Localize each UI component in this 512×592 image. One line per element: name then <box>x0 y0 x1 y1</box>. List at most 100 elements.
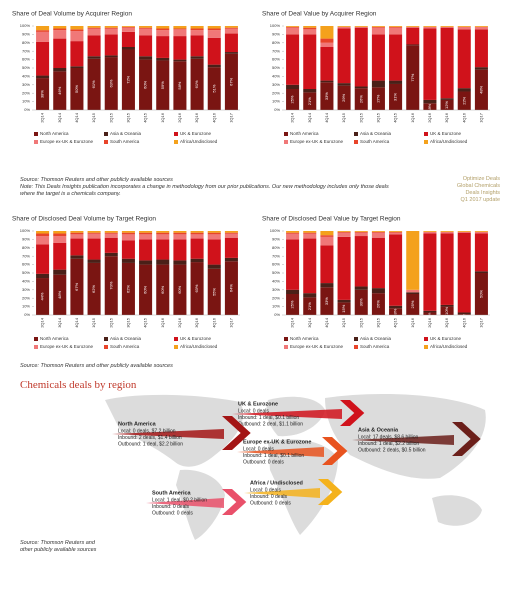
value-label: 67% <box>74 282 79 290</box>
x-tick-label: 2Q15 <box>108 317 113 328</box>
legend-swatch <box>424 337 428 341</box>
map-title: Chemicals deals by region <box>20 379 137 391</box>
region-line: Inbound: 0 deals <box>250 494 287 500</box>
bar-segment <box>224 26 238 28</box>
bar-segment <box>104 231 118 233</box>
bar-segment <box>139 26 153 28</box>
bar-segment <box>389 305 403 309</box>
bar-segment <box>70 31 84 42</box>
y-tick-label: 0% <box>24 312 30 317</box>
bar-segment <box>474 69 488 110</box>
legend-label: South America <box>110 344 140 349</box>
value-label: 63% <box>108 79 113 87</box>
bar-segment <box>36 278 50 315</box>
bar-segment <box>224 261 238 315</box>
map-source: Source: Thomson Reuters and other public… <box>20 540 96 554</box>
region-name: South America <box>152 490 192 496</box>
bar-segment <box>104 28 118 35</box>
methodology-note: Note: This Deals Insights publication in… <box>20 184 389 197</box>
bar-segment <box>139 27 153 29</box>
bar-segment <box>36 31 50 42</box>
legend-swatch <box>34 132 38 136</box>
value-label: 44% <box>40 292 45 300</box>
bar-segment <box>457 232 471 313</box>
x-tick-label: 4Q14 <box>324 317 329 328</box>
region-line: Outbound: 0 deals <box>152 510 193 516</box>
region-line: Inbound: 1 deal, $0.1 billion <box>243 453 304 459</box>
value-label: 33% <box>324 297 329 305</box>
x-tick-label: 2Q16 <box>177 317 182 328</box>
y-tick-label: 70% <box>22 253 30 258</box>
bar-segment <box>207 37 221 65</box>
bar-segment <box>457 231 471 232</box>
bar-segment <box>423 26 437 29</box>
region-line: Inbound: 0 deals <box>152 504 189 510</box>
bar-segment <box>87 259 101 263</box>
y-tick-label: 0% <box>274 312 280 317</box>
region-name: Africa / Undisclosed <box>250 480 303 486</box>
x-tick-label: 4Q15 <box>393 317 398 328</box>
map-source-line: other publicly available sources <box>20 547 97 553</box>
region-line: Local: 0 deals <box>238 408 269 414</box>
bar-segment <box>53 231 67 234</box>
region-line: Outbound: 1 deal, $2.2 billion <box>118 441 183 447</box>
bar-segment <box>440 26 454 28</box>
y-tick-label: 100% <box>20 23 31 28</box>
bar-segment <box>121 234 135 241</box>
value-label: 50% <box>478 290 483 298</box>
y-tick-label: 30% <box>272 82 280 87</box>
bar-segment <box>156 36 170 58</box>
bar-segment <box>87 26 101 28</box>
bar-segment <box>406 289 420 293</box>
y-tick-label: 60% <box>272 57 280 62</box>
y-tick-label: 80% <box>272 245 280 250</box>
bar-segment <box>474 29 488 68</box>
value-label: 31% <box>393 93 398 101</box>
bar-segment <box>104 252 118 257</box>
bar-segment <box>286 84 300 89</box>
bar-segment <box>53 242 67 270</box>
bar-segment <box>423 312 437 315</box>
bar-segment <box>190 56 204 59</box>
legend-label: Africa/Undisclosed <box>180 344 218 349</box>
bar-segment <box>303 232 317 234</box>
region-name: North America <box>118 421 157 427</box>
bar-segment <box>190 58 204 110</box>
legend-label: Europe ex-UK & Eurozone <box>290 344 344 349</box>
legend-label: North America <box>290 131 319 136</box>
bar-segment <box>303 297 317 315</box>
bar-segment <box>389 27 403 35</box>
bar-segment <box>173 36 187 60</box>
bar-segment <box>337 28 351 84</box>
bar-segment <box>337 26 351 27</box>
bar-segment <box>457 29 471 89</box>
y-tick-label: 80% <box>272 40 280 45</box>
bar-segment <box>190 35 204 57</box>
bar-segment <box>70 29 84 32</box>
bar-segment <box>286 26 300 28</box>
bar-segment <box>121 26 135 28</box>
legend-label: Europe ex-UK & Eurozone <box>40 139 94 144</box>
bar-segment <box>440 98 454 100</box>
bar-segment <box>207 67 221 110</box>
x-tick-label: 1Q17 <box>478 317 483 328</box>
bar-segment <box>156 60 170 110</box>
value-label: 67% <box>228 77 233 85</box>
bar-segment <box>70 232 84 235</box>
x-tick-label: 3Q16 <box>444 317 449 328</box>
value-label: 12% <box>444 101 449 109</box>
bar-segment <box>303 231 317 233</box>
legend-swatch <box>34 140 38 144</box>
bar-segment <box>423 103 437 110</box>
x-tick-label: 1Q16 <box>160 112 165 123</box>
bar-segment <box>87 262 101 315</box>
region-line: Local: 0 deals <box>243 446 274 452</box>
bar-segment <box>354 27 368 87</box>
bar-segment <box>224 231 238 233</box>
bar-segment <box>224 33 238 53</box>
bar-segment <box>70 66 84 68</box>
bar-segment <box>36 273 50 279</box>
legend-swatch <box>174 337 178 341</box>
y-tick-label: 40% <box>272 73 280 78</box>
bar-segment <box>156 232 170 235</box>
